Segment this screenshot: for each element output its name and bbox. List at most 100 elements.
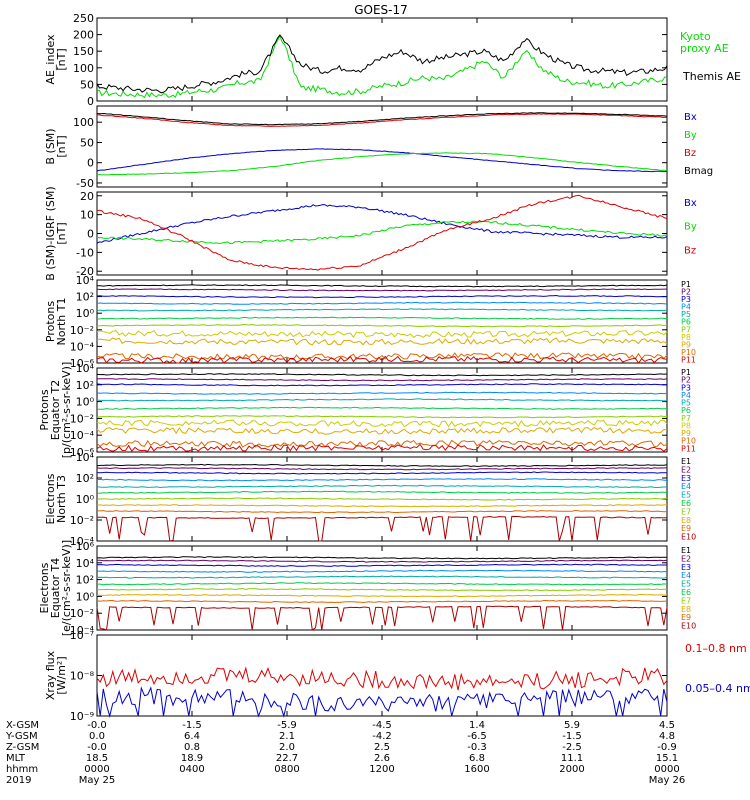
y-tick-label: 10⁻⁴ [70, 340, 95, 353]
y-tick-label: 10⁰ [76, 590, 95, 603]
y-tick-label: 50 [80, 78, 94, 91]
panel-frame [96, 279, 668, 364]
y-tick-label: -10 [76, 246, 94, 259]
series-line-7-7 [96, 588, 668, 592]
y-axis-label: [W/m²] [55, 656, 68, 694]
legend-entry: P9 [681, 340, 691, 349]
footer-cell: 0400 [179, 764, 204, 775]
panel-8: 10⁻⁷ 10⁻⁸ 10⁻⁹ Xray flux[W/m²] 0.1–0.8 nm 0.0… [44, 629, 750, 723]
series-line-6-4 [96, 478, 668, 482]
series-line-8-1 [96, 666, 668, 691]
series-line-7-6 [97, 582, 668, 586]
y-tick-label: 10⁴ [76, 274, 95, 287]
legend-entry: P1 [681, 368, 691, 377]
footer-cell: 0800 [274, 764, 299, 775]
series-line-5-2 [96, 378, 668, 382]
footer-cell: 1200 [369, 764, 394, 775]
legend-entry: Kyoto [680, 30, 711, 43]
legend-entry: E8 [681, 516, 691, 525]
legend-entry: E2 [681, 465, 691, 474]
y-tick-label: 10⁶ [76, 540, 95, 553]
y-axis-label: Equator T4 [49, 558, 62, 618]
y-axis-label: AE_index [44, 34, 57, 85]
legend-entry: proxy AE [680, 42, 729, 55]
series-line-2-3 [96, 113, 667, 127]
y-tick-label: 10⁻² [70, 412, 94, 425]
footer-cell: 6.8 [469, 753, 485, 764]
footer-cell: -5.9 [277, 720, 297, 731]
panel-2: -50 0 50 100 B (SM)[nT] Bx By Bz Bmag [44, 105, 713, 190]
y-tick-label: 10⁻⁸ [70, 670, 95, 683]
series-line-5-1 [96, 373, 668, 377]
footer-row-label: Z-GSM [6, 742, 39, 753]
y-tick-label: 100 [73, 116, 94, 129]
panel-frame [96, 105, 668, 188]
y-tick-label: 10⁻⁶ [70, 357, 95, 370]
footer-cell: 11.1 [561, 753, 583, 764]
y-tick-label: 10⁴ [76, 557, 95, 570]
legend-entry: 0.1–0.8 nm [685, 642, 747, 655]
series-line-7-5 [96, 575, 668, 579]
footer-cell: 4.5 [659, 720, 675, 731]
series-line-8-2 [96, 686, 668, 718]
footer-cell: 18.9 [181, 753, 203, 764]
series-line-5-7 [96, 415, 668, 419]
footer-row-label: X-GSM [6, 720, 39, 731]
footer-cell: -2.5 [562, 742, 582, 753]
legend-entry: E6 [681, 499, 691, 508]
footer-cell: 5.9 [564, 720, 580, 731]
series-line-5-5 [96, 398, 668, 402]
series-line-1-1 [96, 34, 668, 99]
legend-entry: E5 [681, 491, 691, 500]
series-line-4-10 [96, 352, 668, 361]
y-tick-label: 200 [73, 29, 94, 42]
y-tick-label: 10⁴ [76, 362, 95, 375]
legend-entry: Themis AE [682, 70, 741, 83]
legend-entry: P9 [681, 429, 691, 438]
y-tick-label: 10² [76, 291, 94, 304]
y-tick-label: 10² [76, 379, 94, 392]
legend-entry: E9 [681, 524, 691, 533]
y-axis-label: [nT] [55, 222, 68, 244]
y-tick-label: 10⁻² [70, 324, 94, 337]
y-tick-label: 10⁻² [70, 514, 94, 527]
legend-entry: E7 [681, 507, 691, 516]
footer-cell: 0.0 [89, 731, 105, 742]
series-line-6-2 [96, 467, 668, 471]
footer-cell: 4.8 [659, 731, 675, 742]
y-tick-label: 0 [87, 95, 94, 108]
series-line-4-3 [96, 294, 668, 299]
legend-entry: P10 [681, 437, 696, 446]
series-line-5-11 [96, 443, 668, 452]
y-tick-label: 10⁻² [70, 607, 94, 620]
series-line-3-1 [96, 204, 668, 244]
series-line-5-9 [96, 426, 668, 435]
legend-entry: P4 [681, 391, 691, 400]
series-line-4-11 [96, 355, 668, 364]
y-tick-label: 100 [73, 62, 94, 75]
series-line-4-5 [96, 308, 668, 312]
y-tick-label: 10⁴ [76, 451, 95, 464]
footer-cell: 22.7 [276, 753, 298, 764]
footer-cell: 0000 [84, 764, 109, 775]
footer-cell: May 26 [649, 775, 686, 786]
series-line-2-4 [96, 112, 668, 126]
footer-cell: 2.1 [279, 731, 295, 742]
y-tick-label: 20 [80, 190, 94, 203]
y-tick-label: 10⁻⁴ [70, 429, 95, 442]
y-tick-label: 250 [73, 12, 94, 25]
panel-frame [96, 17, 668, 102]
y-axis-label: B (SM) [44, 128, 57, 164]
y-tick-label: 10⁻⁹ [70, 710, 94, 723]
legend-entry: P4 [681, 303, 691, 312]
y-axis-label: Protons [44, 301, 57, 342]
y-tick-label: 50 [80, 136, 94, 149]
y-tick-label: 0 [87, 157, 94, 170]
series-line-6-8 [96, 504, 668, 508]
legend-entry: E6 [681, 588, 691, 597]
legend-entry: E4 [681, 571, 691, 580]
footer-cell: -0.9 [657, 742, 677, 753]
y-tick-label: -50 [76, 177, 94, 190]
